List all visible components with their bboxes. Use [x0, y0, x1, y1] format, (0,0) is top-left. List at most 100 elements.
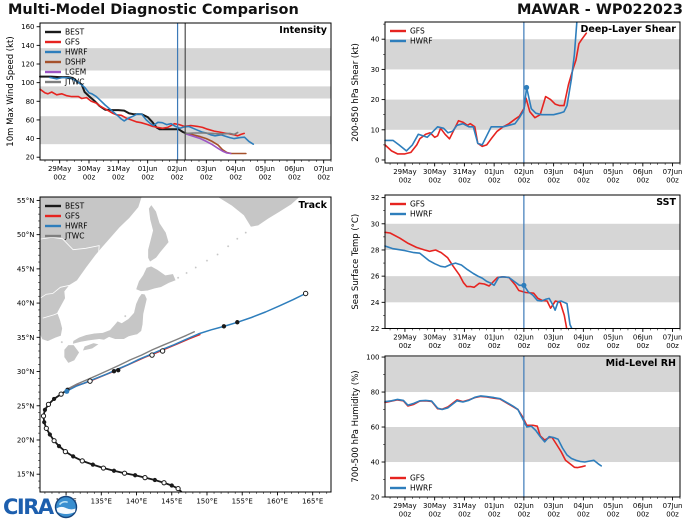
svg-text:00z: 00z — [547, 177, 560, 185]
legend-label-hwrf: HWRF — [65, 48, 88, 57]
rh-ytick-label: 100 — [366, 354, 379, 362]
shear-point-marker — [523, 84, 530, 91]
sst-xtick-label: 07Jun — [663, 334, 683, 342]
island-dot — [185, 271, 188, 275]
track-xtick-label: 135°E — [91, 498, 112, 506]
intensity-panel-title: Intensity — [279, 25, 327, 36]
svg-text:00z: 00z — [637, 177, 650, 185]
best-fix-filled — [111, 468, 117, 473]
intensity-xtick-label: 07Jun — [314, 165, 334, 173]
shear-xtick-label: 07Jun — [663, 168, 683, 176]
island-dot — [244, 231, 248, 234]
svg-text:00z: 00z — [607, 342, 620, 350]
rh-ytick-label: 60 — [371, 424, 380, 432]
forecast-fix-filled — [111, 368, 117, 374]
track-ytick-label: 50°N — [17, 231, 35, 239]
best-fix-filled — [169, 483, 174, 488]
shear-xtick-label: 06Jun — [633, 168, 653, 176]
land-polygon — [63, 344, 80, 364]
island-dot — [194, 266, 198, 269]
svg-text:00z: 00z — [112, 174, 125, 182]
rh-panel: 29May00z30May00z31May00z01Jun00z02Jun00z… — [351, 354, 682, 519]
svg-text:00z: 00z — [607, 511, 620, 519]
island-dot — [176, 276, 180, 280]
shear-ylabel: 200-850 hPa Shear (kt) — [351, 43, 361, 142]
intensity-panel: 29May00z30May00z31May00z01Jun00z02Jun00z… — [6, 22, 334, 182]
forecast-fix-open — [302, 290, 309, 297]
sst-xtick-label: 29May — [393, 334, 416, 342]
best-fix-filled — [56, 444, 62, 449]
sst-ylabel: Sea Surface Temp (°C) — [351, 214, 361, 310]
rh-panel-title: Mid-Level RH — [606, 358, 676, 369]
svg-text:00z: 00z — [458, 342, 471, 350]
svg-text:00z: 00z — [200, 174, 213, 182]
track-ytick-label: 20°N — [17, 436, 35, 444]
intensity-series-lgem — [185, 133, 232, 155]
forecast-fix-open — [159, 348, 166, 354]
sst-ytick-label: 26 — [371, 273, 380, 281]
best-fix-open — [51, 438, 57, 444]
svg-text:00z: 00z — [577, 511, 590, 519]
rh-xtick-label: 05Jun — [603, 502, 623, 510]
best-fix-filled — [42, 407, 48, 412]
track-xtick-label: 150°E — [196, 498, 217, 506]
island-dot — [205, 259, 209, 262]
intensity-ytick-label: 40 — [26, 135, 35, 143]
rh-xtick-label: 29May — [393, 502, 416, 510]
track-ytick-label: 15°N — [17, 471, 35, 479]
land-polygon — [135, 265, 177, 292]
rh-ylabel: 700-500 hPa Humidity (%) — [351, 370, 361, 482]
legend-label-dshp: DSHP — [65, 58, 86, 67]
svg-text:00z: 00z — [428, 511, 441, 519]
sst-category-band — [385, 276, 680, 303]
country-border — [40, 236, 100, 268]
best-fix-filled — [47, 432, 52, 437]
best-fix-filled — [133, 473, 138, 478]
rh-ytick-label: 40 — [371, 459, 380, 467]
forecast-fix-filled — [116, 367, 121, 373]
rh-xtick-label: 07Jun — [663, 502, 683, 510]
cira-globe-icon — [54, 495, 77, 519]
intensity-series-jtwc — [185, 131, 239, 136]
sst-panel: 29May00z30May00z31May00z01Jun00z02Jun00z… — [351, 194, 682, 350]
legend-label-jtwc: JTWC — [64, 232, 84, 241]
track-series-jtwc — [67, 331, 196, 390]
sst-ytick-label: 30 — [371, 220, 380, 228]
svg-text:00z: 00z — [171, 174, 184, 182]
intensity-xtick-label: 05Jun — [255, 165, 275, 173]
svg-text:00z: 00z — [666, 511, 679, 519]
rh-xtick-label: 06Jun — [633, 502, 653, 510]
shear-xtick-label: 31May — [453, 168, 476, 176]
intensity-xtick-label: 02Jun — [167, 165, 187, 173]
land-polygon — [40, 197, 143, 342]
svg-text:00z: 00z — [518, 342, 531, 350]
sst-xtick-label: 03Jun — [544, 334, 564, 342]
shear-ytick-label: 30 — [371, 66, 380, 74]
land-polygon — [147, 203, 170, 263]
svg-text:00z: 00z — [288, 174, 301, 182]
svg-text:00z: 00z — [317, 174, 330, 182]
svg-text:00z: 00z — [399, 342, 412, 350]
rh-xtick-label: 30May — [423, 502, 446, 510]
legend-label-best: BEST — [65, 202, 85, 211]
island-dot — [226, 244, 230, 248]
track-panel-title: Track — [299, 200, 328, 211]
intensity-ytick-label: 140 — [21, 42, 34, 50]
intensity-ytick-label: 80 — [26, 98, 35, 106]
storm-title: MAWAR - WP022023 — [517, 2, 683, 18]
intensity-series-hwrf — [49, 76, 255, 145]
best-fix-filled — [152, 477, 157, 483]
sst-xtick-label: 30May — [423, 334, 446, 342]
cira-logo: CIRA — [3, 495, 78, 519]
legend-label-hwrf: HWRF — [410, 37, 433, 46]
sst-ytick-label: 28 — [371, 246, 380, 254]
rh-series-hwrf — [384, 395, 603, 467]
land-polygon — [81, 342, 101, 352]
legend-label-gfs: GFS — [410, 200, 425, 209]
forecast-fix-open — [87, 378, 93, 384]
svg-text:00z: 00z — [577, 342, 590, 350]
svg-text:00z: 00z — [547, 342, 560, 350]
legend-label-hwrf: HWRF — [410, 210, 433, 219]
svg-text:00z: 00z — [488, 511, 501, 519]
svg-text:00z: 00z — [53, 174, 66, 182]
